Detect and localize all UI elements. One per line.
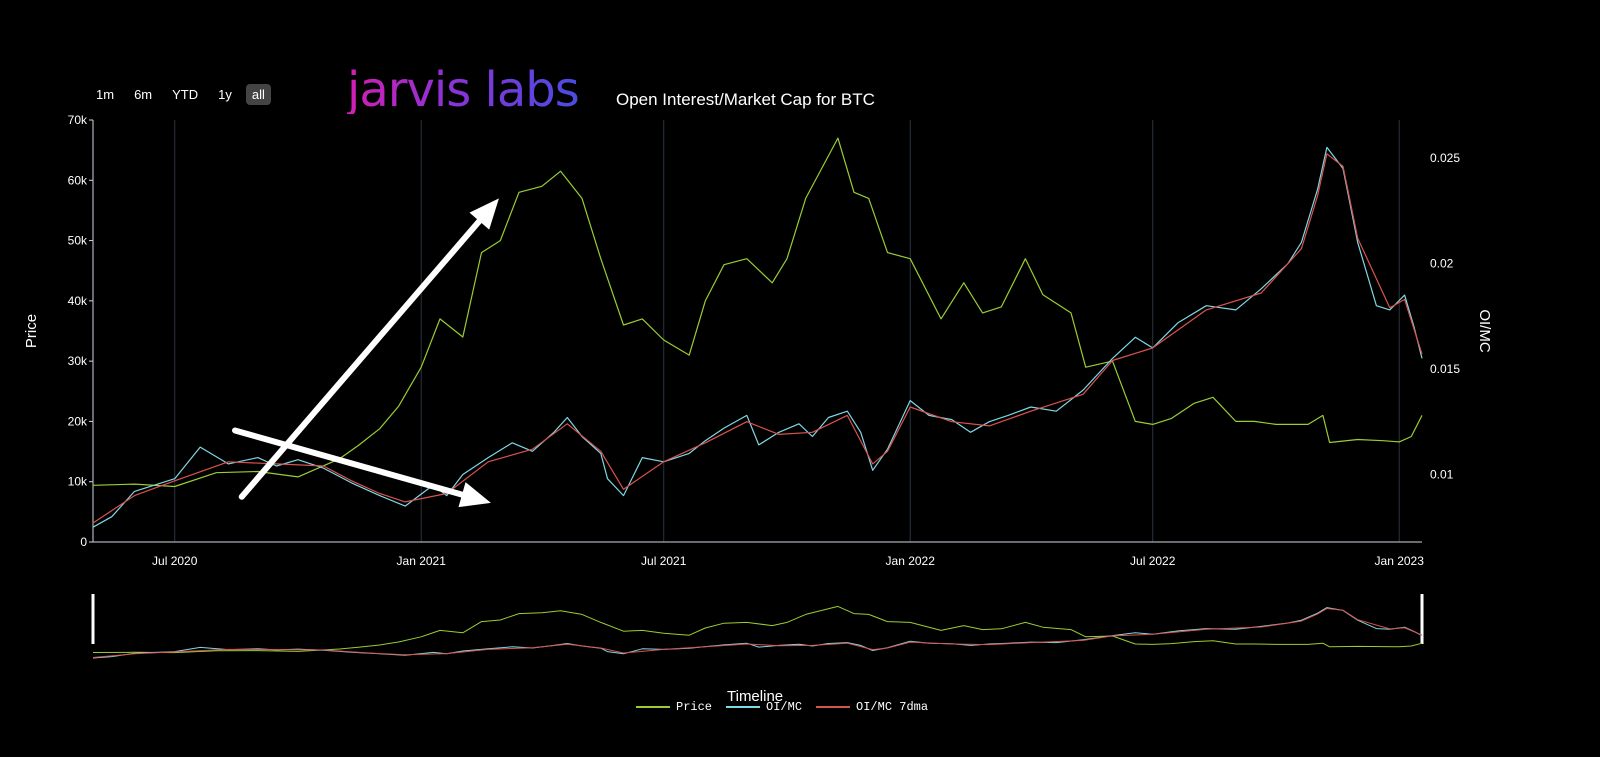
- y-tick-label: 60k: [68, 173, 88, 187]
- annotation-arrowhead-2: [458, 482, 491, 508]
- y2-tick-label: 0.02: [1430, 256, 1454, 270]
- oimc-line: [92, 146, 1423, 528]
- slider-oimc-line: [92, 607, 1423, 659]
- legend-label-oimc: OI/MC: [766, 700, 803, 714]
- y-tick-label: 20k: [68, 414, 88, 428]
- x-tick-label: Jan 2022: [886, 554, 936, 568]
- legend-swatch-price: [636, 706, 670, 708]
- y-tick-label: 0: [80, 535, 87, 549]
- y2-tick-label: 0.01: [1430, 467, 1454, 481]
- oimc-7dma-line: [92, 153, 1423, 524]
- annotation-arrow-2: [232, 427, 466, 498]
- legend-item-price[interactable]: Price: [636, 700, 712, 714]
- range-button-1m[interactable]: 1m: [96, 87, 115, 102]
- y-axis-title: Price: [23, 314, 40, 348]
- slider-price-line: [92, 605, 1423, 654]
- y-tick-label: 40k: [68, 294, 88, 308]
- legend-label-oimc-7dma: OI/MC 7dma: [856, 700, 929, 714]
- x-tick-label: Jan 2021: [397, 554, 447, 568]
- legend-item-oimc[interactable]: OI/MC: [726, 700, 802, 714]
- slider-oimc-7dma-line: [92, 608, 1423, 658]
- x-tick-label: Jan 2023: [1375, 554, 1425, 568]
- x-tick-label: Jul 2020: [152, 554, 198, 568]
- legend: Price OI/MC OI/MC 7dma: [636, 700, 928, 714]
- range-button-all[interactable]: all: [245, 84, 271, 105]
- y-tick-label: 10k: [68, 475, 88, 489]
- y-tick-label: 70k: [68, 113, 88, 127]
- legend-label-price: Price: [676, 700, 713, 714]
- range-button-6m[interactable]: 6m: [134, 87, 153, 102]
- range-selector: 1m 6m YTD 1y all: [90, 84, 271, 105]
- jarvis-labs-logo: jarvis labs: [347, 62, 580, 118]
- x-tick-label: Jul 2022: [1130, 554, 1176, 568]
- timeline-label: Timeline: [727, 688, 784, 705]
- legend-swatch-oimc: [726, 706, 761, 708]
- annotation-arrowhead-1: [469, 198, 499, 230]
- price-line: [92, 137, 1423, 488]
- legend-item-oimc-7dma[interactable]: OI/MC 7dma: [816, 700, 928, 714]
- range-button-1y[interactable]: 1y: [218, 87, 232, 102]
- y-tick-label: 50k: [68, 234, 88, 248]
- range-button-ytd[interactable]: YTD: [172, 87, 199, 102]
- chart-title: Open Interest/Market Cap for BTC: [616, 90, 875, 109]
- legend-swatch-oimc-7dma: [816, 706, 851, 708]
- annotation-arrow-1: [238, 218, 483, 500]
- x-tick-label: Jul 2021: [641, 554, 687, 568]
- y2-tick-label: 0.025: [1430, 151, 1460, 165]
- y-tick-label: 30k: [68, 354, 88, 368]
- y2-axis-title: OI/MC: [1476, 309, 1493, 352]
- y2-tick-label: 0.015: [1430, 362, 1460, 376]
